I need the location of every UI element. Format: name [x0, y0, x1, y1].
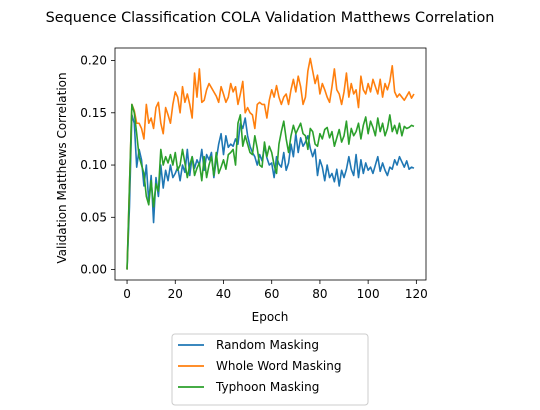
series-line-0 [126, 114, 415, 270]
y-tick-label: 0.10 [80, 158, 107, 172]
chart-title: Sequence Classification COLA Validation … [46, 10, 495, 26]
series-line-1 [126, 57, 415, 270]
y-axis-label: Validation Matthews Correlation [55, 72, 69, 263]
legend-label-1: Whole Word Masking [216, 359, 341, 373]
y-tick-label: 0.05 [80, 210, 107, 224]
legend-box [171, 333, 369, 406]
x-tick-label: 0 [123, 287, 131, 301]
y-tick-label: 0.00 [80, 263, 107, 277]
y-tick-label: 0.20 [80, 54, 107, 68]
x-tick-label: 80 [312, 287, 327, 301]
legend-label-2: Typhoon Masking [215, 380, 319, 394]
axes-layer: 0 20 40 60 80 100 120 0.00 0.05 0.10 0.15 0.20 [80, 47, 428, 301]
series-line-2 [126, 103, 415, 270]
legend-label-0: Random Masking [216, 338, 319, 352]
x-tick-label: 60 [264, 287, 279, 301]
series-layer [126, 57, 415, 270]
x-tick-label: 20 [168, 287, 183, 301]
x-tick-label: 40 [216, 287, 231, 301]
y-tick-label: 0.15 [80, 106, 107, 120]
x-tick-label: 100 [357, 287, 380, 301]
plot-frame [114, 47, 427, 281]
legend: Random Masking Whole Word Masking Typhoon … [171, 333, 369, 406]
x-axis-label: Epoch [252, 310, 289, 324]
x-tick-label: 120 [405, 287, 428, 301]
